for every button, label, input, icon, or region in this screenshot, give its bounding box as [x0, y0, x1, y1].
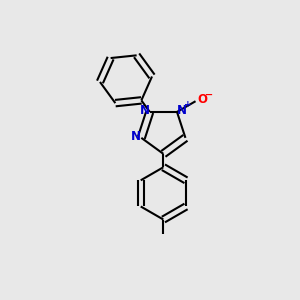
- Text: N: N: [140, 103, 149, 117]
- Text: +: +: [184, 100, 191, 109]
- Text: O: O: [197, 93, 207, 106]
- Text: N: N: [177, 103, 188, 117]
- Text: −: −: [205, 90, 213, 100]
- Text: N: N: [131, 130, 141, 143]
